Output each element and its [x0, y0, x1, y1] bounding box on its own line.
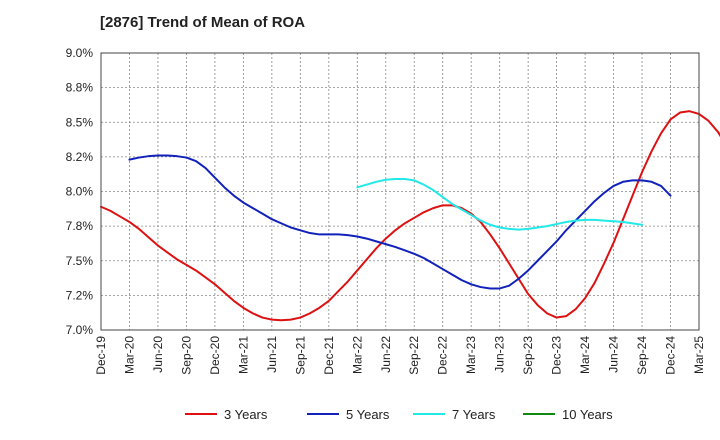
plot-frame	[100, 52, 700, 331]
x-tick-label: Jun-23	[493, 336, 507, 373]
x-axis-labels: Dec-19 Mar-20 Jun-20 Sep-20 Dec-20 Mar-21 Jun-…	[94, 336, 706, 375]
x-tick-label: Mar-20	[122, 336, 136, 374]
y-axis-labels: 7.0% 7.2% 7.5% 7.8% 8.0% 8.2% 8.5% 8.8% 9.0%	[66, 46, 94, 337]
legend-label: 10 Years	[562, 407, 613, 422]
y-tick-label: 7.8%	[66, 219, 94, 233]
chart-title: [2876] Trend of Mean of ROA	[100, 14, 306, 31]
x-tick-label: Sep-21	[293, 336, 307, 375]
y-tick-label: 7.2%	[66, 288, 94, 302]
series-layer	[100, 110, 720, 322]
y-tick-label: 9.0%	[66, 46, 94, 60]
series-line-7-years	[356, 178, 644, 231]
x-tick-label: Sep-20	[179, 336, 193, 375]
x-tick-label: Mar-21	[236, 336, 250, 374]
legend: 3 Years 5 Years 7 Years 10 Years	[185, 407, 613, 422]
legend-label: 3 Years	[224, 407, 268, 422]
x-tick-label: Jun-21	[265, 336, 279, 373]
x-tick-label: Mar-22	[350, 336, 364, 374]
x-tick-label: Dec-22	[436, 336, 450, 375]
x-tick-label: Jun-20	[151, 336, 165, 373]
x-tick-label: Jun-22	[379, 336, 393, 373]
x-tick-label: Jun-24	[607, 336, 621, 373]
y-tick-label: 7.0%	[66, 323, 94, 337]
x-tick-label: Sep-22	[407, 336, 421, 375]
x-tick-label: Mar-25	[692, 336, 706, 374]
x-tick-label: Dec-19	[94, 336, 108, 375]
x-tick-label: Dec-21	[322, 336, 336, 375]
x-tick-label: Mar-24	[578, 336, 592, 374]
x-tick-label: Sep-23	[521, 336, 535, 375]
y-tick-label: 8.2%	[66, 150, 94, 164]
y-tick-label: 7.5%	[66, 254, 94, 268]
series-line-3-years	[100, 110, 720, 322]
x-tick-label: Sep-24	[635, 336, 649, 375]
series-line-5-years	[128, 154, 672, 290]
x-tick-label: Dec-20	[208, 336, 222, 375]
y-tick-label: 8.0%	[66, 185, 94, 199]
x-tick-label: Dec-23	[550, 336, 564, 375]
plot-background	[101, 53, 699, 330]
legend-label: 5 Years	[346, 407, 390, 422]
x-tick-label: Dec-24	[664, 336, 678, 375]
legend-label: 7 Years	[452, 407, 496, 422]
y-tick-label: 8.8%	[66, 81, 94, 95]
x-tick-label: Mar-23	[464, 336, 478, 374]
y-tick-label: 8.5%	[66, 115, 94, 129]
